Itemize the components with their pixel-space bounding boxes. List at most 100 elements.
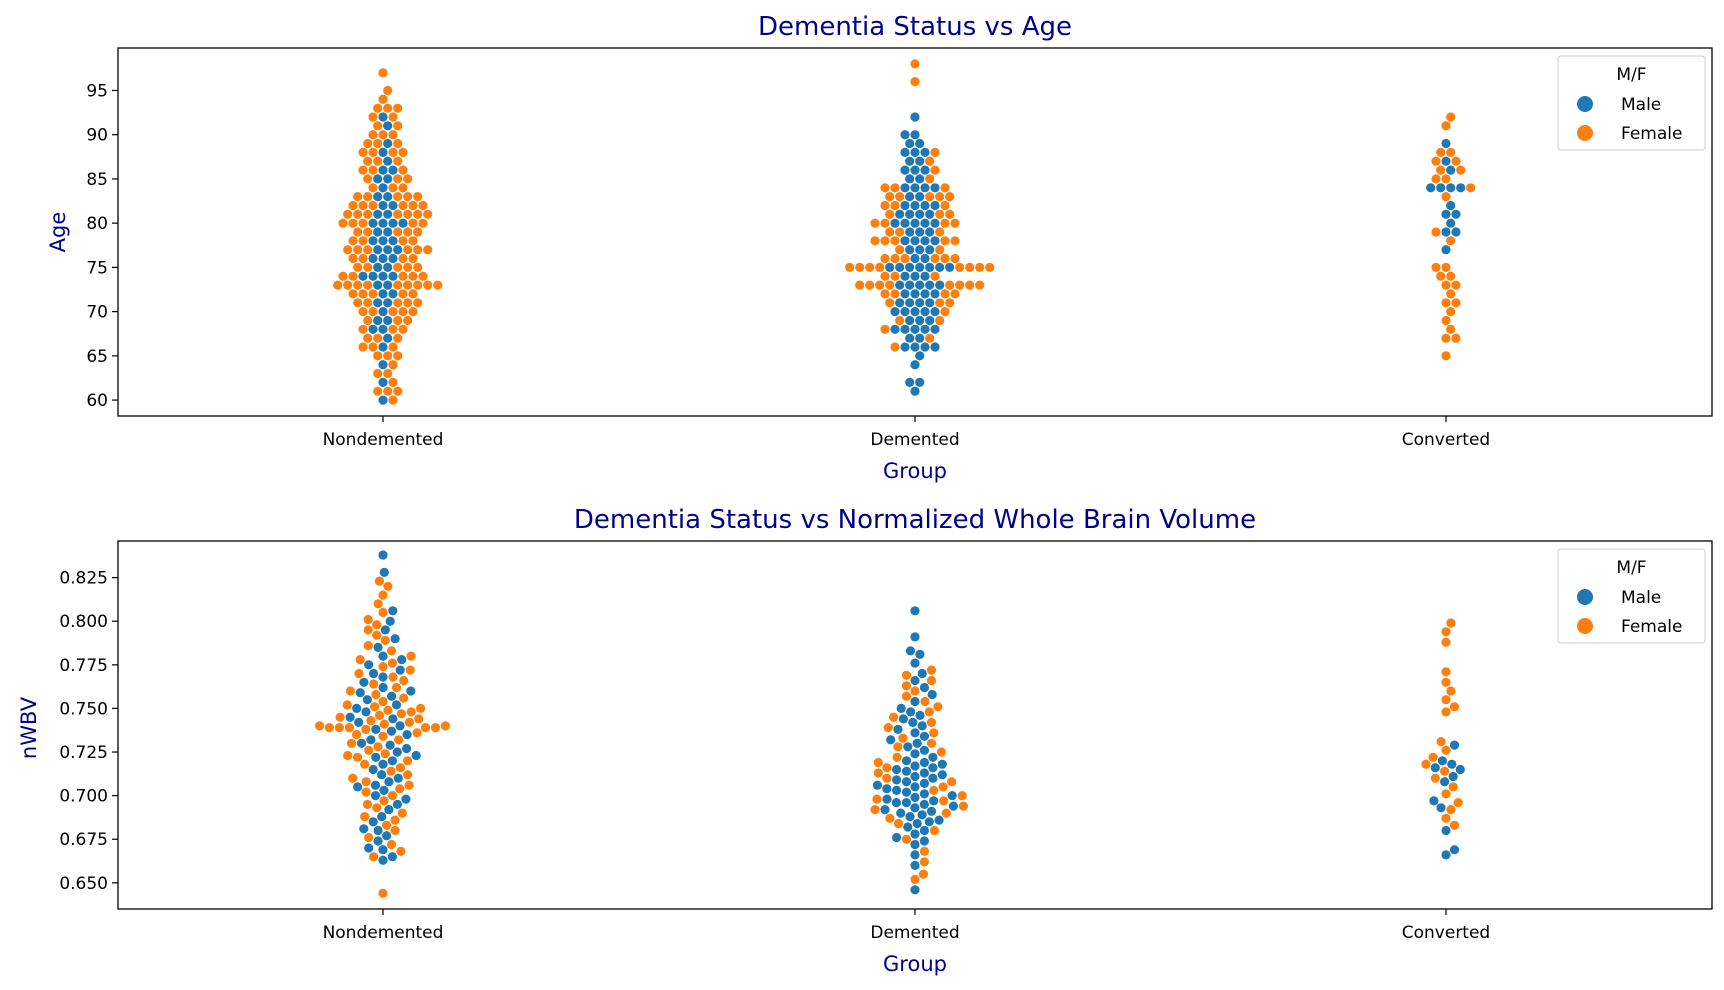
- swarm-point-male: [915, 138, 925, 149]
- swarm-point-female: [433, 280, 443, 290]
- swarm-point-male: [908, 717, 918, 728]
- swarm-point-female: [383, 386, 393, 396]
- swarm-point-female: [929, 825, 940, 836]
- swarm-point-female: [926, 665, 937, 675]
- swarm-point-female: [418, 271, 428, 281]
- nwbv-x-tick-label: Nondemented: [323, 923, 444, 943]
- swarm-point-female: [1441, 192, 1451, 202]
- swarm-point-male: [910, 860, 920, 871]
- swarm-point-female: [1421, 759, 1431, 769]
- swarm-point-female: [386, 766, 396, 776]
- age-x-axis-ticks: Nondemented Demented Converted: [323, 416, 1490, 450]
- swarm-point-female: [363, 156, 373, 166]
- swarm-point-male: [910, 850, 920, 860]
- swarm-point-female: [901, 691, 912, 701]
- swarm-point-male: [378, 112, 388, 122]
- swarm-point-female: [403, 756, 413, 766]
- swarm-point-female: [368, 289, 378, 299]
- swarm-point-male: [910, 792, 920, 803]
- swarm-point-male: [882, 794, 892, 804]
- swarm-point-male: [379, 567, 389, 578]
- nwbv-y-axis-ticks: 0.650 0.675 0.700 0.725 0.750 0.775 0.800 0.825: [59, 569, 118, 894]
- swarm-point-male: [925, 209, 935, 219]
- swarm-point-female: [358, 236, 368, 246]
- swarm-point-female: [393, 103, 403, 113]
- swarm-point-male: [402, 730, 412, 740]
- swarm-point-female: [940, 289, 950, 299]
- swarm-point-female: [930, 165, 940, 175]
- swarm-point-male: [373, 642, 383, 653]
- swarm-point-female: [965, 280, 975, 290]
- swarm-point-female: [873, 768, 883, 778]
- swarm-point-male: [930, 183, 940, 193]
- swarm-point-female: [924, 707, 934, 717]
- swarm-point-female: [395, 784, 405, 794]
- swarm-point-female: [925, 174, 935, 184]
- swarm-point-female: [398, 253, 408, 264]
- age-legend-title: M/F: [1616, 65, 1646, 85]
- nwbv-y-tick-label: 0.725: [59, 743, 108, 763]
- swarm-point-female: [955, 280, 965, 290]
- swarm-point-female: [396, 846, 406, 857]
- swarm-point-male: [362, 695, 372, 705]
- swarm-point-male: [895, 280, 905, 290]
- swarm-point-male: [1440, 777, 1450, 787]
- swarm-point-female: [950, 289, 960, 299]
- swarm-point-female: [890, 200, 900, 211]
- swarm-point-male: [1426, 183, 1436, 193]
- swarm-point-male: [900, 200, 910, 211]
- swarm-point-male: [387, 691, 397, 701]
- swarm-point-female: [958, 801, 969, 811]
- swarm-point-female: [333, 280, 343, 290]
- swarm-point-female: [412, 728, 422, 738]
- swarm-point-female: [1440, 766, 1450, 776]
- swarm-point-female: [940, 236, 950, 246]
- swarm-point-female: [945, 298, 955, 308]
- swarm-point-male: [368, 236, 378, 246]
- swarm-point-female: [378, 731, 388, 741]
- swarm-point-male: [915, 280, 925, 290]
- swarm-point-female: [1441, 351, 1451, 361]
- swarm-point-male: [345, 712, 355, 722]
- swarm-point-male: [1441, 245, 1451, 255]
- swarm-point-male: [937, 759, 947, 769]
- age-x-axis-label: Group: [883, 459, 947, 483]
- swarm-point-female: [408, 200, 418, 211]
- swarm-point-male: [901, 798, 912, 808]
- swarm-point-female: [373, 333, 383, 343]
- swarm-point-female: [1441, 333, 1451, 343]
- swarm-point-female: [940, 253, 950, 264]
- swarm-point-male: [900, 271, 910, 281]
- swarm-point-female: [344, 723, 354, 733]
- swarm-point-female: [930, 271, 940, 281]
- swarm-point-female: [388, 324, 398, 334]
- swarm-point-male: [928, 773, 938, 783]
- swarm-point-female: [388, 342, 398, 352]
- swarm-point-female: [1446, 686, 1456, 696]
- swarm-point-male: [383, 174, 393, 184]
- swarm-point-male: [920, 200, 930, 211]
- nwbv-y-tick-label: 0.750: [59, 699, 108, 719]
- swarm-point-male: [906, 707, 916, 717]
- swarm-point-male: [370, 780, 381, 790]
- swarm-point-female: [901, 834, 912, 844]
- swarm-point-male: [402, 743, 412, 754]
- swarm-point-male: [378, 651, 388, 661]
- swarm-point-male: [1441, 138, 1451, 149]
- swarm-point-female: [368, 342, 378, 352]
- swarm-point-male: [915, 315, 925, 326]
- swarm-point-female: [374, 710, 385, 721]
- swarm-point-female: [925, 333, 935, 343]
- swarm-point-female: [393, 138, 403, 149]
- swarm-point-male: [920, 253, 930, 264]
- swarm-point-male: [910, 218, 920, 228]
- swarm-point-male: [915, 333, 925, 343]
- swarm-point-male: [915, 174, 925, 184]
- swarm-point-male: [910, 829, 920, 839]
- swarm-point-female: [1446, 236, 1456, 246]
- swarm-point-male: [896, 703, 906, 714]
- swarm-point-male: [356, 738, 367, 748]
- swarm-point-male: [388, 218, 398, 228]
- swarm-point-male: [905, 138, 915, 149]
- swarm-point-female: [393, 209, 403, 219]
